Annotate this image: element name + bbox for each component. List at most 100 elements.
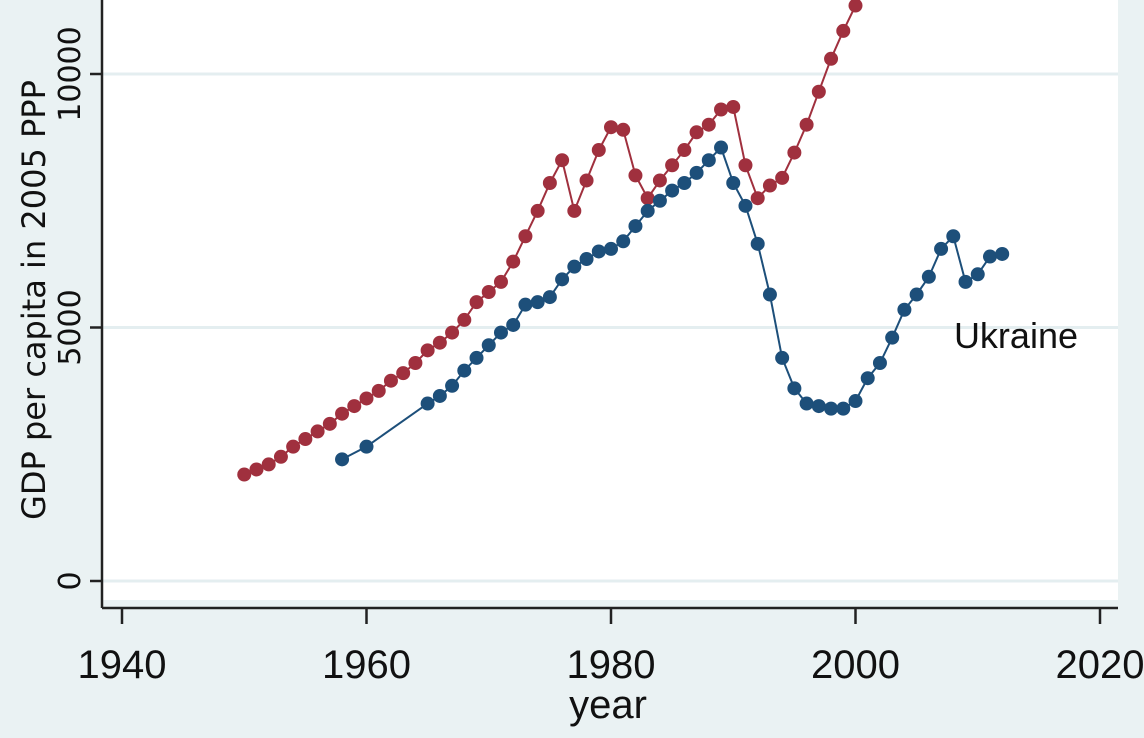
data-point-0-1957	[322, 416, 337, 431]
data-point-0-1988	[701, 117, 716, 132]
data-point-1-1966	[432, 388, 447, 403]
data-point-1-1993	[762, 287, 777, 302]
data-point-1-1989	[714, 140, 729, 155]
data-point-0-1970	[481, 285, 496, 300]
x-tick-label-2020: 2020	[1056, 643, 1144, 687]
data-point-0-1977	[567, 203, 582, 218]
data-point-0-1966	[432, 335, 447, 350]
data-point-0-1984	[652, 173, 667, 188]
data-point-1-1958	[335, 452, 350, 467]
data-point-0-1951	[249, 462, 264, 477]
data-point-0-1985	[665, 158, 680, 173]
data-point-1-1988	[701, 153, 716, 168]
data-point-0-1993	[762, 178, 777, 193]
data-point-0-1958	[335, 406, 350, 421]
data-point-0-1999	[836, 23, 851, 38]
data-point-1-1982	[628, 219, 643, 234]
data-point-1-1971	[493, 325, 508, 340]
data-point-1-2008	[946, 229, 961, 244]
data-point-1-1978	[579, 252, 594, 267]
data-point-1-1987	[689, 165, 704, 180]
data-point-1-1998	[824, 401, 839, 416]
data-point-1-2012	[995, 246, 1010, 261]
data-point-0-1991	[738, 158, 753, 173]
data-point-1-2003	[885, 330, 900, 345]
data-point-1-1986	[677, 176, 692, 191]
data-point-1-1965	[420, 396, 435, 411]
data-point-1-2006	[921, 269, 936, 284]
data-point-0-1963	[396, 366, 411, 381]
data-point-1-2005	[909, 287, 924, 302]
data-point-1-1996	[799, 396, 814, 411]
series-label-ukraine: Ukraine	[954, 315, 1078, 356]
data-point-1-2002	[872, 355, 887, 370]
y-tick-label-0: 0	[53, 571, 88, 590]
plot-background	[102, 0, 1118, 600]
data-point-0-1997	[811, 84, 826, 99]
data-point-0-1967	[445, 325, 460, 340]
data-point-1-1977	[567, 259, 582, 274]
data-point-1-1968	[457, 363, 472, 378]
data-point-1-1969	[469, 350, 484, 365]
data-point-1-2000	[848, 394, 863, 409]
data-point-0-1956	[310, 424, 325, 439]
x-axis-title: year	[569, 683, 647, 727]
data-point-1-1975	[542, 290, 557, 305]
data-point-0-1952	[261, 457, 276, 472]
data-point-0-1962	[383, 373, 398, 388]
grid-lines	[102, 72, 1118, 583]
data-point-0-1953	[273, 449, 288, 464]
data-point-1-1991	[738, 198, 753, 213]
data-point-0-1990	[726, 99, 741, 114]
data-point-1-1984	[652, 193, 667, 208]
data-point-1-1985	[665, 183, 680, 198]
data-point-1-1967	[445, 378, 460, 393]
series-1	[335, 140, 1010, 467]
data-point-1-1980	[604, 241, 618, 256]
data-point-0-1983	[640, 191, 655, 206]
data-point-1-1960	[359, 439, 374, 454]
data-point-0-1982	[628, 168, 643, 183]
data-point-0-1969	[469, 295, 484, 310]
data-point-1-1970	[481, 338, 496, 353]
data-point-0-1973	[518, 229, 533, 244]
x-tick-label-1960: 1960	[322, 643, 411, 687]
y-tick-label-10000: 10000	[53, 26, 88, 121]
data-point-0-1959	[347, 399, 362, 414]
data-point-0-1989	[714, 102, 729, 117]
data-point-1-2011	[982, 249, 997, 264]
data-point-0-1978	[579, 173, 594, 188]
data-point-0-1992	[750, 191, 765, 206]
data-point-1-2010	[970, 267, 985, 282]
data-point-0-1975	[542, 176, 557, 191]
tick-marks: 1940 1960 1980 2000 2020 0 5000 10000	[53, 26, 1144, 687]
x-tick-label-2000: 2000	[811, 643, 900, 687]
data-point-1-1994	[775, 350, 790, 365]
data-point-1-1990	[726, 176, 741, 191]
data-point-0-1974	[530, 203, 545, 218]
x-tick-label-1940: 1940	[78, 643, 167, 687]
data-point-0-1972	[506, 254, 521, 269]
data-point-0-1996	[799, 117, 814, 132]
data-point-1-1973	[518, 297, 533, 312]
data-point-0-1986	[677, 143, 692, 158]
data-point-0-1994	[775, 170, 790, 185]
data-point-0-1980	[604, 120, 618, 135]
data-point-0-1950	[237, 467, 252, 482]
data-point-0-1979	[591, 143, 606, 158]
data-point-0-1971	[493, 274, 508, 289]
data-point-0-1955	[298, 432, 313, 447]
data-point-1-1997	[811, 399, 826, 414]
series-layer	[237, 0, 1010, 482]
data-point-1-2004	[897, 302, 912, 317]
data-point-0-1961	[371, 383, 386, 398]
data-point-1-1992	[750, 236, 765, 251]
data-point-1-1983	[640, 203, 655, 218]
data-point-0-1964	[408, 355, 423, 370]
data-point-0-1968	[457, 312, 472, 327]
x-tick-label-1980: 1980	[567, 643, 656, 687]
data-point-1-1981	[616, 234, 631, 249]
data-point-1-2007	[934, 241, 949, 256]
data-point-0-1965	[420, 343, 435, 358]
